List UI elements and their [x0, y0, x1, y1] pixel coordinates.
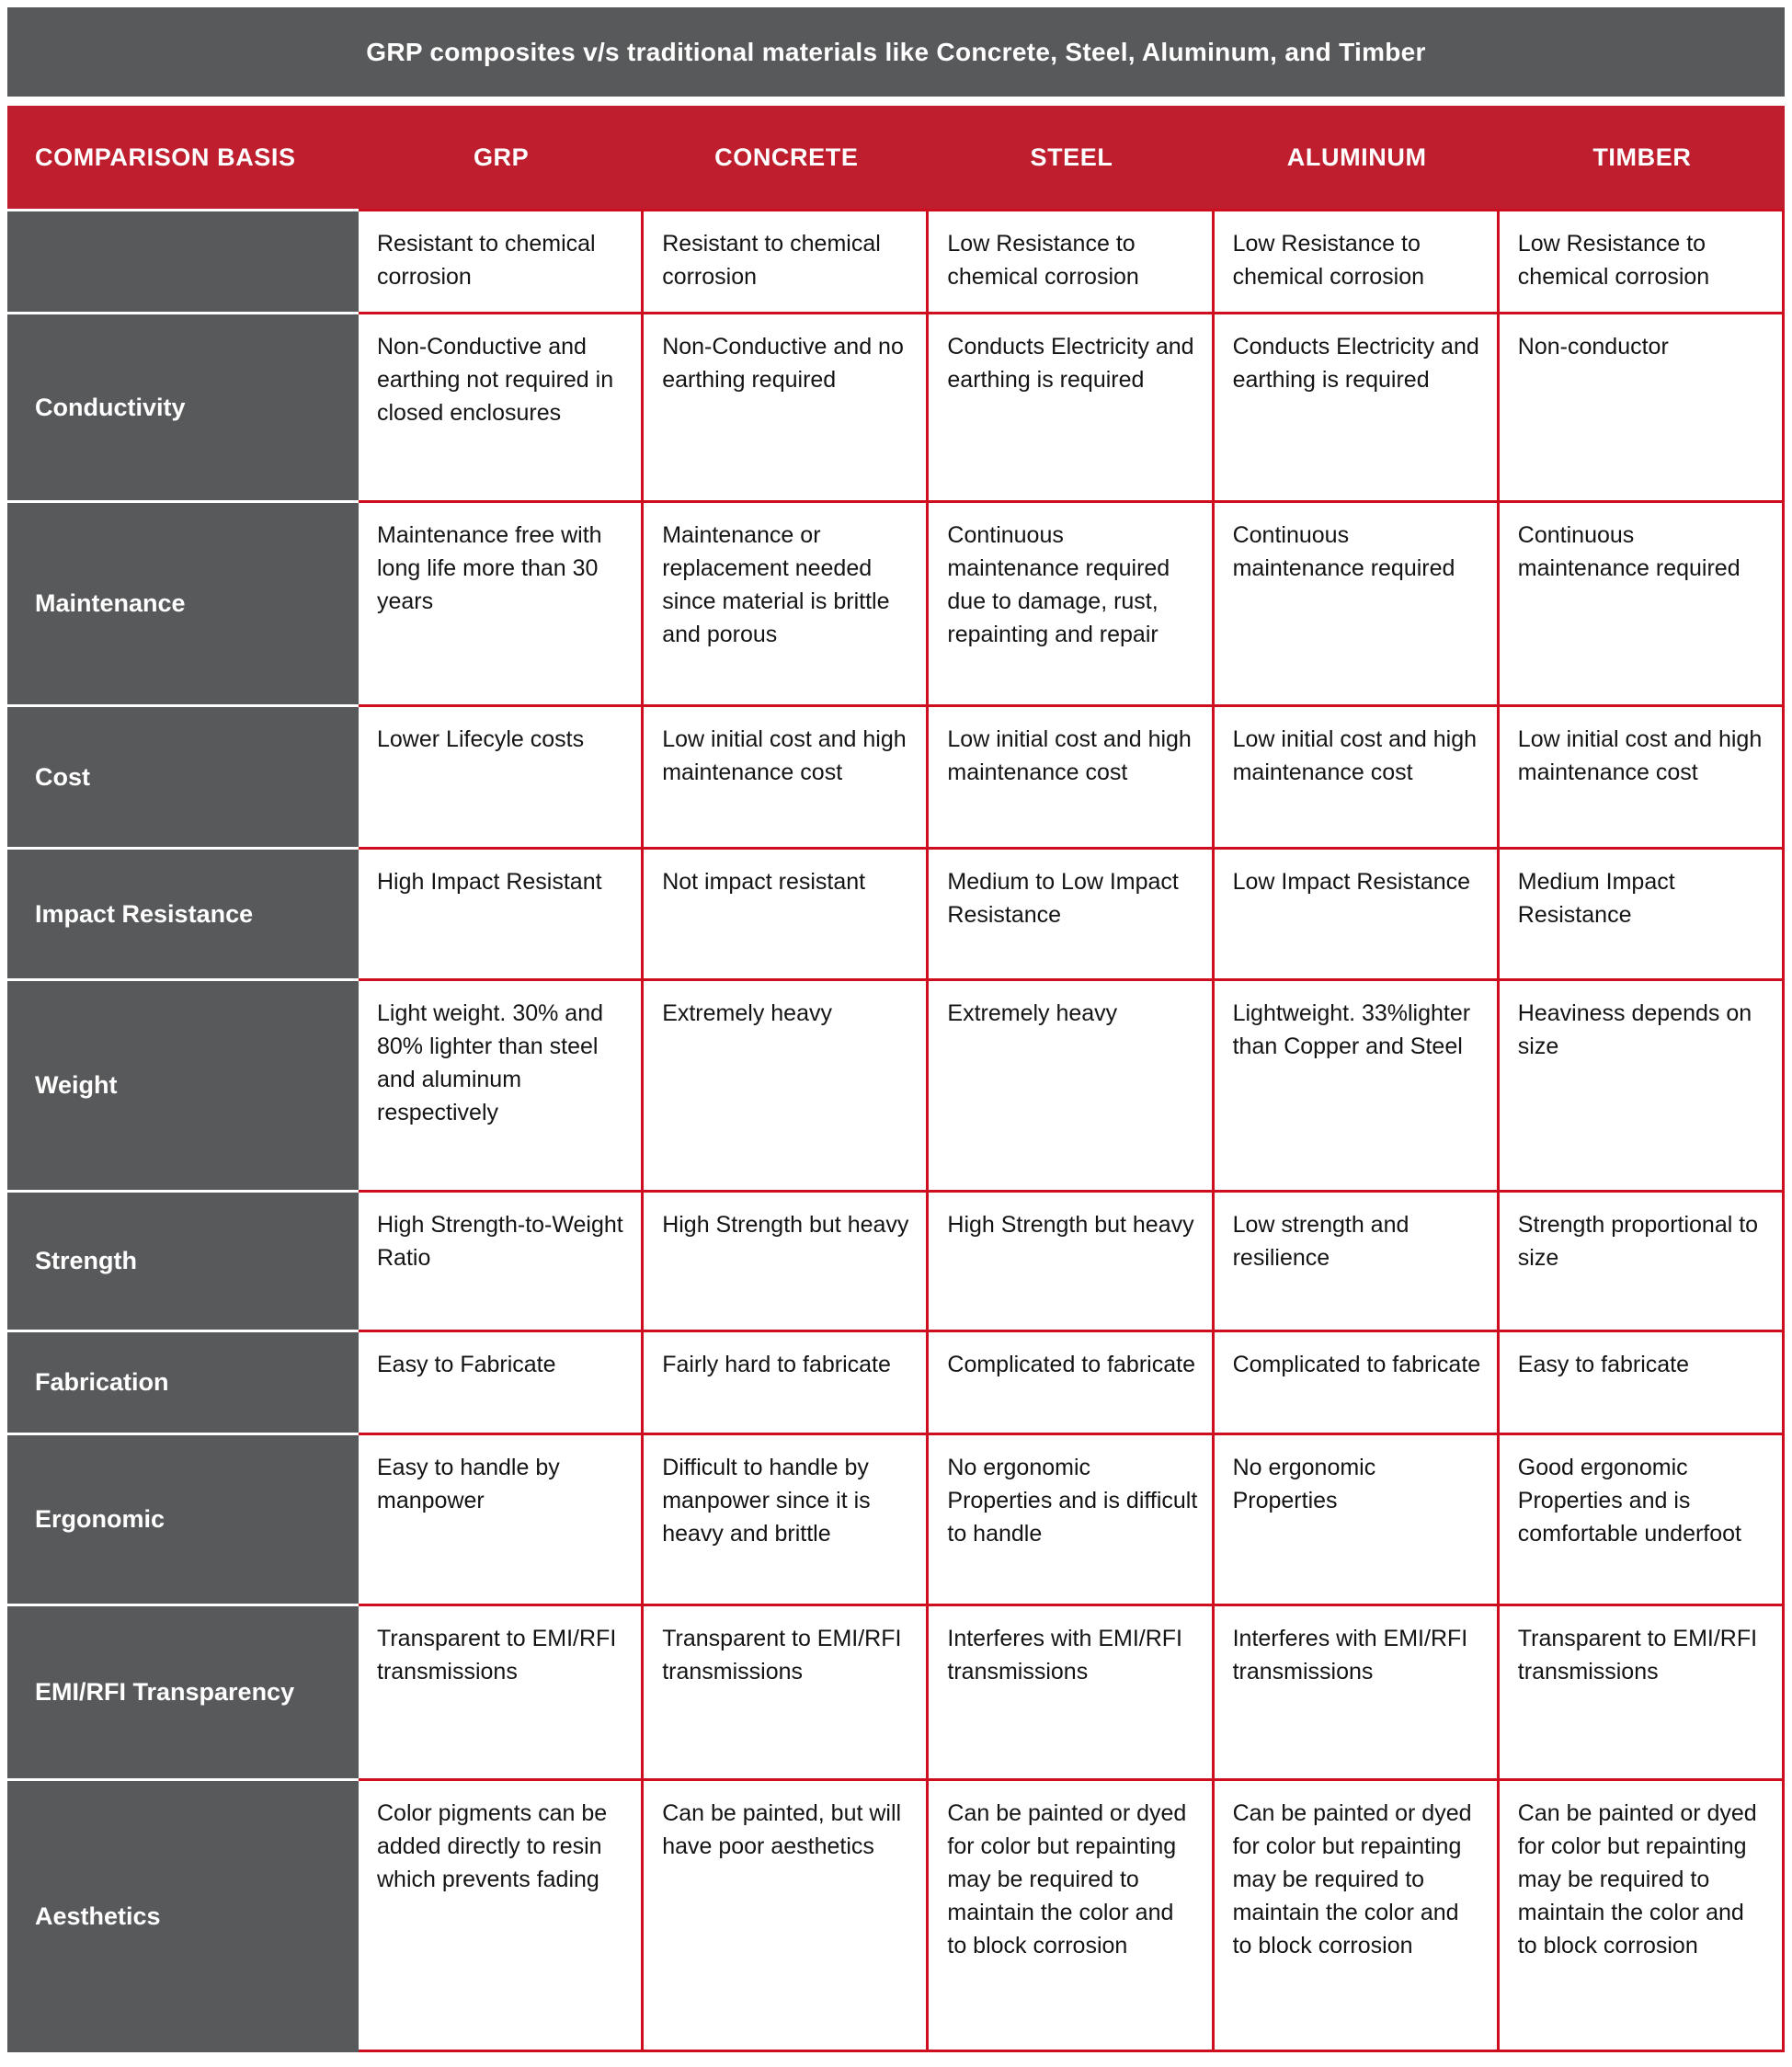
table-cell-grp: Easy to Fabricate	[359, 1330, 645, 1433]
table-cell-steel: Complicated to fabricate	[929, 1330, 1215, 1433]
table-cell-grp: Non-Conductive and earthing not required…	[359, 312, 645, 500]
table-cell-aluminum: No ergonomic Properties	[1214, 1433, 1500, 1604]
table-title: GRP composites v/s traditional materials…	[366, 37, 1426, 66]
table-row: Aesthetics Color pigments can be added di…	[7, 1778, 1785, 2052]
table-cell-grp: Easy to handle by manpower	[359, 1433, 645, 1604]
table-cell-timber: Medium Impact Resistance	[1499, 847, 1785, 978]
table-cell-concrete: Low initial cost and high maintenance co…	[644, 704, 930, 847]
table-row: EMI/RFI Transparency Transparent to EMI/R…	[7, 1604, 1785, 1778]
table-cell-grp: Color pigments can be added directly to …	[359, 1778, 645, 2052]
table-cell-concrete: Extremely heavy	[644, 978, 930, 1190]
table-cell-steel: Low Resistance to chemical corrosion	[929, 209, 1215, 312]
table-cell-grp: Resistant to chemical corrosion	[359, 209, 645, 312]
table-cell-aluminum: Low strength and resilience	[1214, 1190, 1500, 1330]
table-row: Strength High Strength-to-Weight Ratio Hig…	[7, 1190, 1785, 1330]
table-cell-timber: Can be painted or dyed for color but rep…	[1499, 1778, 1785, 2052]
row-label: Ergonomic	[7, 1433, 359, 1604]
table-cell-steel: Interferes with EMI/RFI transmissions	[929, 1604, 1215, 1778]
row-label: EMI/RFI Transparency	[7, 1604, 359, 1778]
table-cell-steel: Extremely heavy	[929, 978, 1215, 1190]
table-cell-timber: Good ergonomic Properties and is comfort…	[1499, 1433, 1785, 1604]
table-cell-concrete: Resistant to chemical corrosion	[644, 209, 930, 312]
table-cell-concrete: Maintenance or replacement needed since …	[644, 500, 930, 704]
table-title-bar: GRP composites v/s traditional materials…	[7, 7, 1785, 97]
column-header-aluminum: ALUMINUM	[1286, 143, 1427, 171]
table-cell-concrete: Transparent to EMI/RFI transmissions	[644, 1604, 930, 1778]
table-cell-timber: Low Resistance to chemical corrosion	[1499, 209, 1785, 312]
column-header-comparison-basis: COMPARISON BASIS	[35, 143, 296, 171]
table-cell-aluminum: Interferes with EMI/RFI transmissions	[1214, 1604, 1500, 1778]
table-cell-timber: Low initial cost and high maintenance co…	[1499, 704, 1785, 847]
table-cell-grp: High Impact Resistant	[359, 847, 645, 978]
table-cell-grp: Maintenance free with long life more tha…	[359, 500, 645, 704]
table-body: Resistant to chemical corrosion Resistant…	[7, 209, 1785, 2052]
column-header-timber: TIMBER	[1592, 143, 1692, 171]
table-cell-aluminum: Low Resistance to chemical corrosion	[1214, 209, 1500, 312]
table-cell-aluminum: Low initial cost and high maintenance co…	[1214, 704, 1500, 847]
table-cell-concrete: Difficult to handle by manpower since it…	[644, 1433, 930, 1604]
column-header-grp: GRP	[473, 143, 530, 171]
row-label: Maintenance	[7, 500, 359, 704]
column-header-steel: STEEL	[1030, 143, 1113, 171]
table-cell-timber: Transparent to EMI/RFI transmissions	[1499, 1604, 1785, 1778]
table-cell-grp: High Strength-to-Weight Ratio	[359, 1190, 645, 1330]
table-cell-aluminum: Low Impact Resistance	[1214, 847, 1500, 978]
row-label: Impact Resistance	[7, 847, 359, 978]
table-cell-steel: Can be painted or dyed for color but rep…	[929, 1778, 1215, 2052]
table-cell-aluminum: Can be painted or dyed for color but rep…	[1214, 1778, 1500, 2052]
row-label	[7, 209, 359, 312]
table-row: Resistant to chemical corrosion Resistant…	[7, 209, 1785, 312]
table-cell-aluminum: Lightweight. 33%lighter than Copper and …	[1214, 978, 1500, 1190]
row-label: Cost	[7, 704, 359, 847]
table-cell-timber: Continuous maintenance required	[1499, 500, 1785, 704]
table-cell-grp: Transparent to EMI/RFI transmissions	[359, 1604, 645, 1778]
table-cell-concrete: Non-Conductive and no earthing required	[644, 312, 930, 500]
table-row: Conductivity Non-Conductive and earthing …	[7, 312, 1785, 500]
table-row: Fabrication Easy to Fabricate Fairly hard …	[7, 1330, 1785, 1433]
table-cell-steel: High Strength but heavy	[929, 1190, 1215, 1330]
table-row: Weight Light weight. 30% and 80% lighter …	[7, 978, 1785, 1190]
table-cell-steel: Continuous maintenance required due to d…	[929, 500, 1215, 704]
table-cell-steel: Low initial cost and high maintenance co…	[929, 704, 1215, 847]
row-label: Fabrication	[7, 1330, 359, 1433]
table-row: Impact Resistance High Impact Resistant No…	[7, 847, 1785, 978]
table-cell-timber: Non-conductor	[1499, 312, 1785, 500]
table-row: Maintenance Maintenance free with long li…	[7, 500, 1785, 704]
table-cell-aluminum: Complicated to fabricate	[1214, 1330, 1500, 1433]
row-label: Aesthetics	[7, 1778, 359, 2052]
table-cell-concrete: Fairly hard to fabricate	[644, 1330, 930, 1433]
row-label: Strength	[7, 1190, 359, 1330]
table-cell-aluminum: Conducts Electricity and earthing is req…	[1214, 312, 1500, 500]
table-cell-concrete: Not impact resistant	[644, 847, 930, 978]
table-cell-steel: No ergonomic Properties and is difficult…	[929, 1433, 1215, 1604]
column-header-concrete: CONCRETE	[714, 143, 859, 171]
table-cell-timber: Strength proportional to size	[1499, 1190, 1785, 1330]
table-cell-timber: Heaviness depends on size	[1499, 978, 1785, 1190]
table-cell-timber: Easy to fabricate	[1499, 1330, 1785, 1433]
table-row: Cost Lower Lifecyle costs Low initial cost…	[7, 704, 1785, 847]
table-cell-aluminum: Continuous maintenance required	[1214, 500, 1500, 704]
table-header-row: COMPARISON BASIS GRP CONCRETE STEEL ALUM…	[7, 106, 1785, 209]
table-cell-steel: Medium to Low Impact Resistance	[929, 847, 1215, 978]
row-label: Weight	[7, 978, 359, 1190]
row-label: Conductivity	[7, 312, 359, 500]
table-cell-concrete: High Strength but heavy	[644, 1190, 930, 1330]
table-cell-grp: Lower Lifecyle costs	[359, 704, 645, 847]
table-cell-concrete: Can be painted, but will have poor aesth…	[644, 1778, 930, 2052]
table-cell-grp: Light weight. 30% and 80% lighter than s…	[359, 978, 645, 1190]
table-cell-steel: Conducts Electricity and earthing is req…	[929, 312, 1215, 500]
table-row: Ergonomic Easy to handle by manpower Diffi…	[7, 1433, 1785, 1604]
